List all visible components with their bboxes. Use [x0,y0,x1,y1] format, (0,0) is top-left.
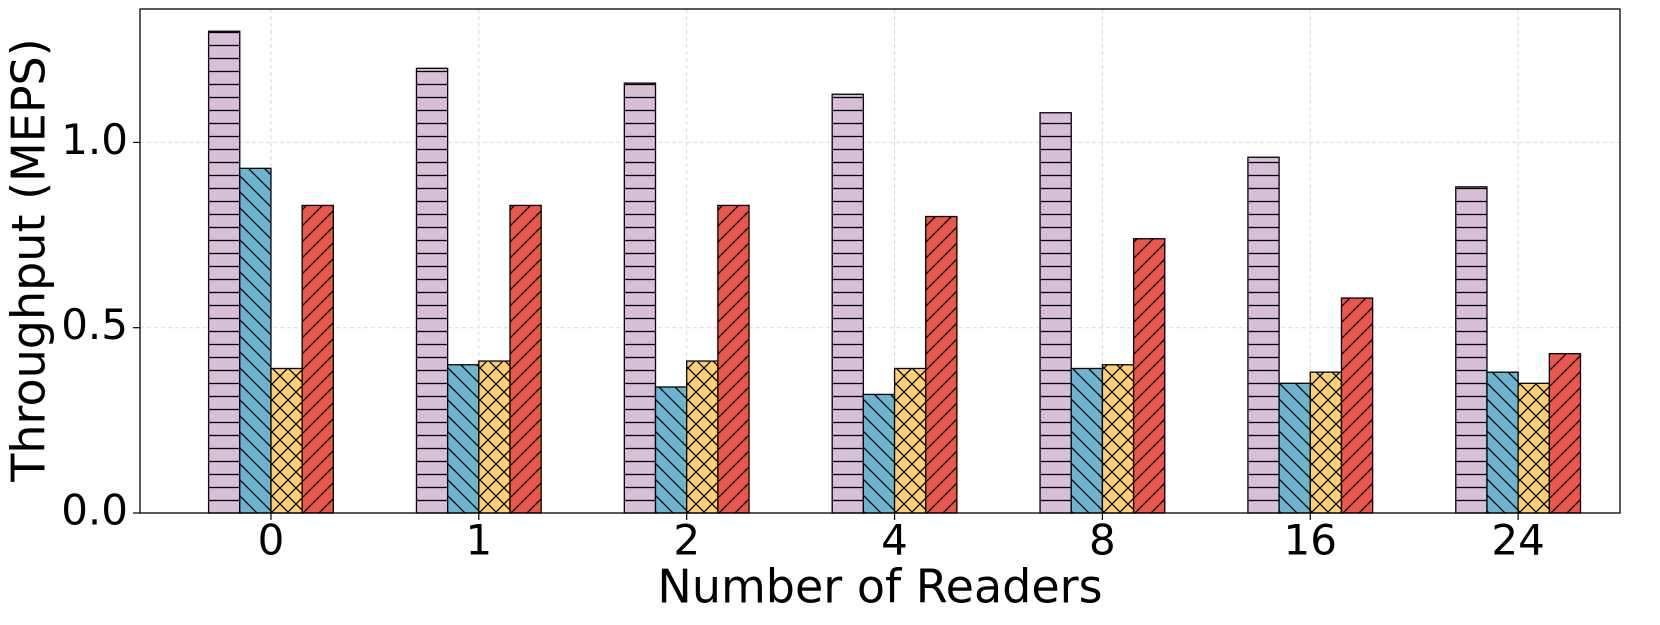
bar [1132,238,1166,514]
x-tick-label: 4 [881,516,908,565]
bar [893,367,927,514]
bar [446,364,480,514]
bar [1309,371,1343,514]
bar [1517,382,1550,514]
bar [1455,186,1488,514]
bar [831,93,865,514]
bar [1247,156,1280,514]
bar [301,204,334,514]
bar [509,204,542,514]
bar [623,82,657,514]
bar [1486,371,1519,514]
bar [270,367,303,514]
x-axis-label: Number of Readers [657,560,1102,614]
bar [239,167,272,514]
bar [207,30,241,514]
x-tick-label: 1 [465,516,492,565]
bar [1548,352,1582,514]
x-tick-label: 8 [1089,516,1116,565]
x-tick-label: 0 [258,516,285,565]
bar [654,386,688,514]
y-tick-label: 0.0 [61,486,128,535]
y-tick-label: 0.5 [61,300,128,349]
plot-frame [139,8,1621,514]
x-tick-label: 24 [1491,516,1544,565]
y-axis-label: Throughput (MEPS) [2,38,56,482]
bar [925,215,958,514]
bar [1340,297,1374,514]
bar [1039,112,1072,514]
x-tick-label: 2 [673,516,700,565]
bar [415,67,449,514]
y-tick-label: 1.0 [61,115,128,164]
bar [478,360,511,514]
x-tick-label: 16 [1284,516,1337,565]
bar [1278,382,1311,514]
bar [1070,367,1104,514]
bar [686,360,719,514]
bar [1101,364,1135,514]
bar [862,393,896,514]
bar [717,204,750,514]
